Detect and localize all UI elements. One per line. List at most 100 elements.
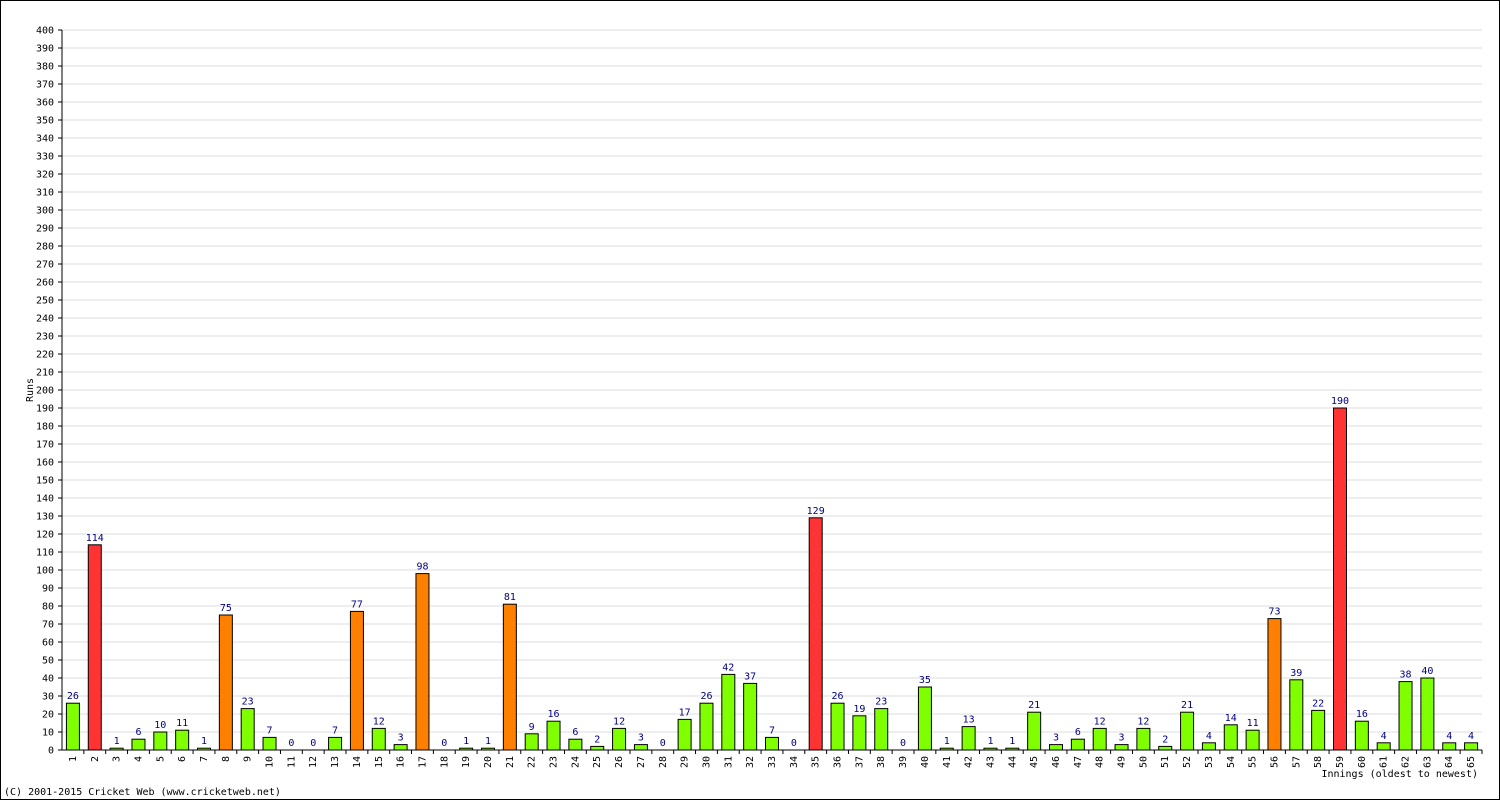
value-label: 11: [176, 718, 188, 729]
x-tick-label: 34: [789, 756, 800, 768]
x-tick-label: 51: [1160, 756, 1171, 768]
y-axis-title: Runs: [25, 378, 36, 402]
bar: [633, 744, 648, 751]
x-tick-label: 32: [745, 756, 756, 768]
bar: [568, 738, 583, 751]
bar: [1136, 727, 1151, 751]
x-tick-label: 63: [1422, 756, 1433, 768]
value-label: 2: [1162, 734, 1168, 745]
y-tick-label: 110: [36, 548, 54, 559]
value-label: 4: [1206, 731, 1212, 742]
x-tick-label: 38: [876, 756, 887, 768]
bar: [1354, 720, 1369, 751]
bar: [524, 733, 539, 751]
bar: [939, 747, 954, 751]
x-tick-label: 37: [854, 756, 865, 768]
value-label: 1: [485, 736, 491, 747]
bar: [1180, 711, 1195, 751]
bar: [983, 747, 998, 751]
y-tick-label: 10: [42, 728, 54, 739]
x-tick-label: 50: [1138, 756, 1149, 768]
bar: [87, 544, 102, 751]
x-tick-label: 35: [811, 756, 822, 768]
bar: [1245, 729, 1260, 751]
y-tick-label: 300: [36, 206, 54, 217]
y-tick-label: 120: [36, 530, 54, 541]
y-tick-label: 270: [36, 260, 54, 271]
value-label: 12: [1137, 716, 1149, 727]
x-tick-label: 6: [177, 756, 188, 762]
value-label: 14: [1225, 713, 1237, 724]
y-tick-label: 380: [36, 62, 54, 73]
x-tick-label: 9: [243, 756, 254, 762]
value-label: 4: [1468, 731, 1474, 742]
x-tick-label: 4: [133, 756, 144, 762]
bar: [65, 702, 80, 751]
y-tick-label: 40: [42, 674, 54, 685]
y-tick-label: 320: [36, 170, 54, 181]
x-tick-label: 54: [1226, 756, 1237, 768]
value-label: 11: [1247, 718, 1259, 729]
value-label: 21: [1181, 700, 1193, 711]
value-label: 0: [288, 738, 294, 749]
value-label: 2: [594, 734, 600, 745]
y-tick-label: 370: [36, 80, 54, 91]
y-tick-label: 360: [36, 98, 54, 109]
y-tick-label: 0: [48, 746, 54, 757]
bar: [808, 517, 823, 751]
y-tick-label: 140: [36, 494, 54, 505]
value-label: 6: [135, 727, 141, 738]
value-label: 1: [944, 736, 950, 747]
x-tick-label: 40: [920, 756, 931, 768]
x-tick-label: 61: [1379, 756, 1390, 768]
bar: [765, 736, 779, 751]
x-tick-label: 28: [658, 756, 669, 768]
value-label: 16: [548, 709, 560, 720]
bar: [175, 729, 190, 751]
bar: [153, 731, 168, 751]
y-tick-label: 60: [42, 638, 54, 649]
x-tick-label: 7: [199, 756, 210, 762]
value-label: 42: [722, 662, 734, 673]
value-label: 1: [114, 736, 120, 747]
value-label: 35: [919, 675, 931, 686]
bar: [917, 686, 932, 751]
bar: [415, 573, 430, 751]
bar: [743, 682, 758, 751]
x-tick-label: 42: [964, 756, 975, 768]
y-tick-label: 160: [36, 458, 54, 469]
x-tick-label: 48: [1095, 756, 1106, 768]
bar: [1311, 709, 1326, 751]
bar: [1420, 677, 1435, 751]
value-label: 1: [463, 736, 469, 747]
x-tick-label: 23: [549, 756, 560, 768]
bar: [852, 715, 867, 751]
bar: [1289, 679, 1304, 751]
bar: [459, 747, 474, 751]
x-tick-label: 25: [592, 756, 603, 768]
bar: [349, 610, 364, 751]
bar: [1070, 738, 1085, 751]
value-label: 4: [1446, 731, 1452, 742]
value-label: 77: [351, 599, 363, 610]
value-label: 9: [529, 722, 535, 733]
x-tick-label: 13: [330, 756, 341, 768]
value-label: 129: [807, 506, 825, 517]
x-axis-title: Innings (oldest to newest): [1321, 769, 1478, 780]
bar: [131, 738, 146, 751]
value-label: 39: [1290, 668, 1302, 679]
y-tick-label: 290: [36, 224, 54, 235]
value-label: 16: [1356, 709, 1368, 720]
footer: (C) 2001-2015 Cricket Web (www.cricketwe…: [4, 787, 281, 798]
bar: [371, 727, 386, 751]
bar: [1333, 407, 1347, 751]
value-label: 10: [154, 720, 166, 731]
value-label: 26: [700, 691, 712, 702]
y-tick-label: 230: [36, 332, 54, 343]
value-label: 37: [744, 671, 756, 682]
x-tick-label: 36: [833, 756, 844, 768]
y-tick-label: 150: [36, 476, 54, 487]
bar: [218, 614, 233, 751]
x-tick-label: 22: [527, 756, 538, 768]
